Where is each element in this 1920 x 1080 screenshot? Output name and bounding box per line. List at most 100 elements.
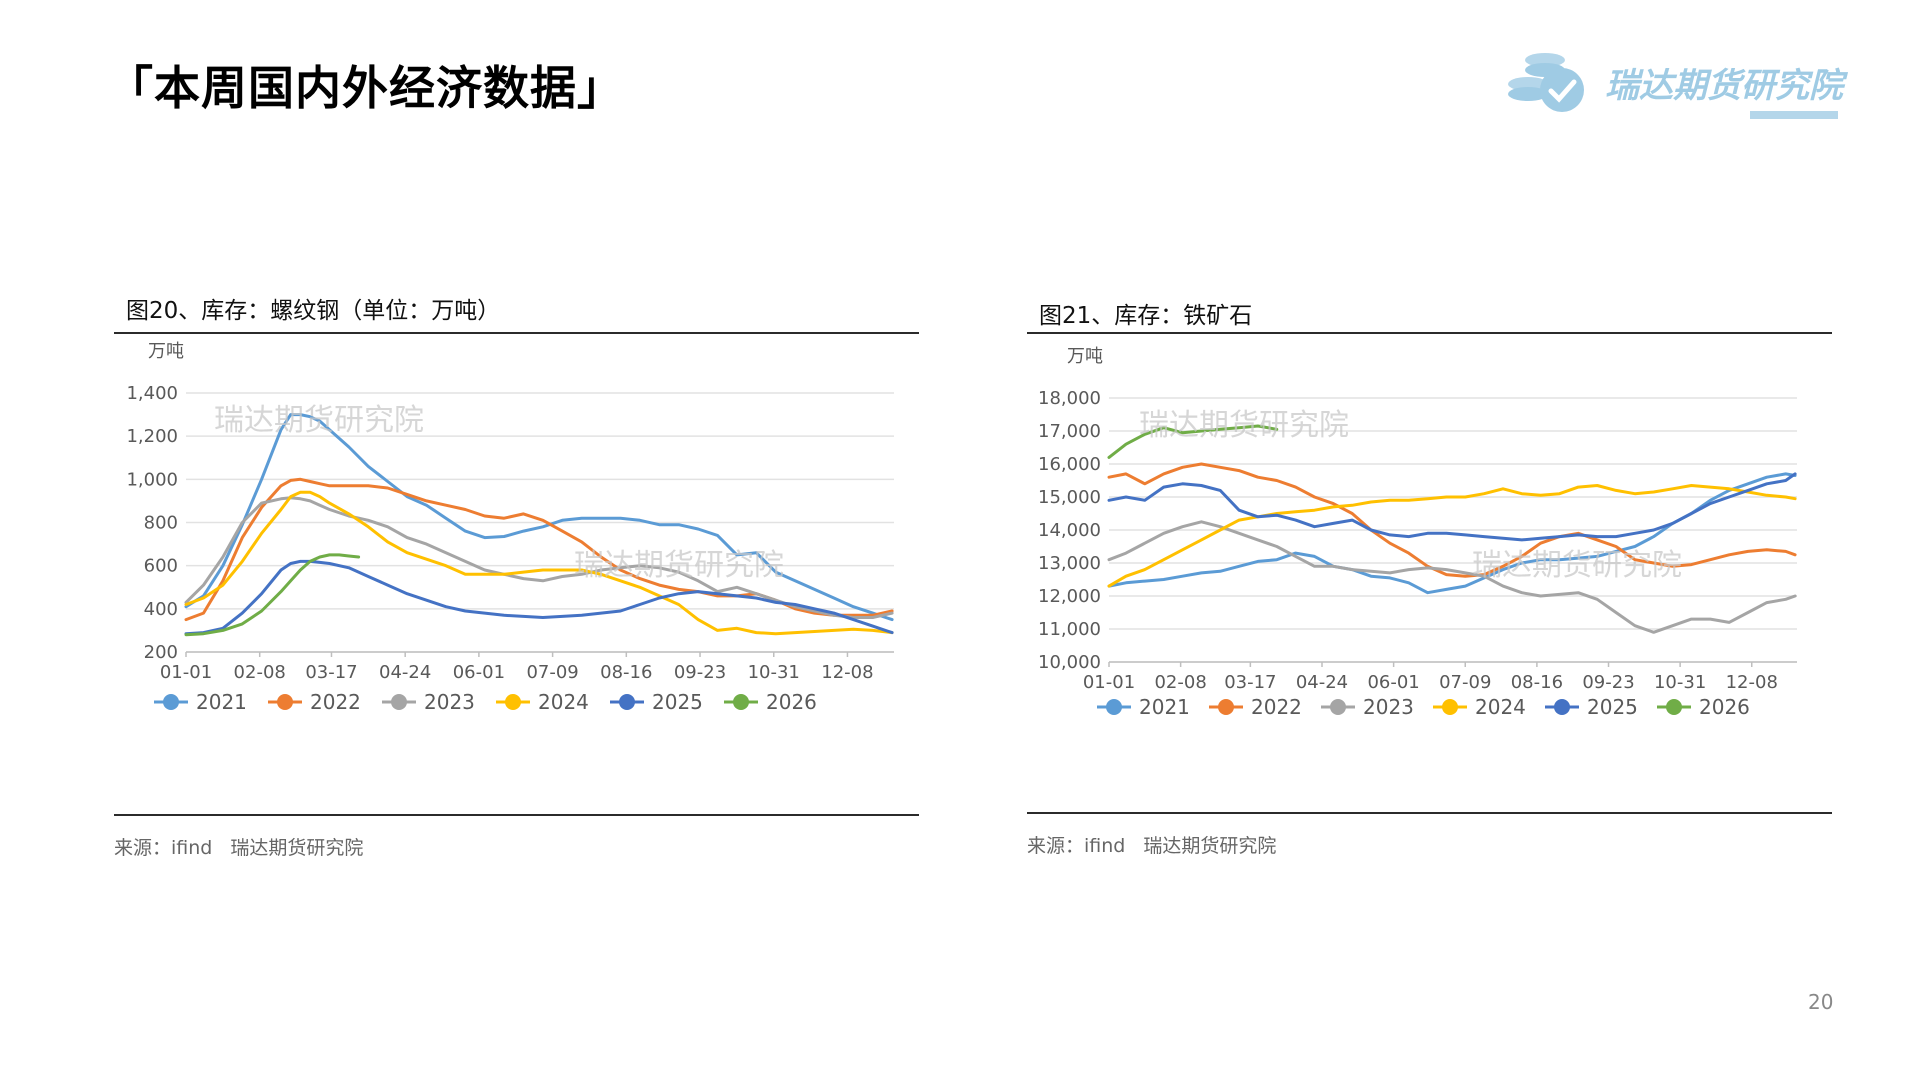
source-org: 瑞达期货研究院 — [230, 837, 364, 859]
y-tick-label: 14,000 — [1038, 520, 1101, 541]
legend-swatch-marker — [1330, 699, 1346, 715]
x-tick-label: 08-16 — [600, 662, 652, 683]
legend-swatch-marker — [1554, 699, 1570, 715]
series-line-2026 — [184, 553, 361, 637]
legend-label: 2025 — [652, 690, 703, 714]
series-line-2023 — [1107, 520, 1797, 634]
bottom-divider — [1027, 812, 1832, 814]
series-line-2022 — [1107, 462, 1797, 578]
x-tick-label: 09-23 — [674, 662, 726, 683]
y-axis-unit-label: 万吨 — [148, 341, 184, 362]
coin-stack-icon — [1508, 53, 1584, 112]
legend-item-2021: 2021 — [1097, 695, 1190, 719]
legend-swatch-marker — [733, 694, 749, 710]
bottom-divider — [114, 814, 919, 816]
series-line-2026 — [1107, 424, 1279, 459]
legend-item-2024: 2024 — [496, 690, 589, 714]
x-tick-label: 12-08 — [1726, 672, 1778, 693]
y-tick-label: 1,400 — [126, 383, 178, 404]
legend-label: 2021 — [196, 690, 247, 714]
chart-title: 图20、库存：螺纹钢（单位：万吨） — [126, 298, 501, 324]
y-tick-label: 1,000 — [126, 469, 178, 490]
source-org: 瑞达期货研究院 — [1143, 835, 1277, 857]
legend-item-2023: 2023 — [1321, 695, 1414, 719]
x-tick-label: 12-08 — [821, 662, 873, 683]
series-line-2024 — [184, 490, 894, 636]
legend-label: 2021 — [1139, 695, 1190, 719]
y-tick-label: 16,000 — [1038, 454, 1101, 475]
series-line-2022 — [184, 477, 894, 622]
legend-item-2025: 2025 — [610, 690, 703, 714]
legend-item-2022: 2022 — [268, 690, 361, 714]
y-tick-label: 1,200 — [126, 426, 178, 447]
x-tick-label: 02-08 — [1154, 672, 1206, 693]
x-tick-label: 10-31 — [1654, 672, 1706, 693]
source-label: 来源：ifind — [1027, 835, 1126, 857]
legend-swatch-marker — [505, 694, 521, 710]
logo-text: 瑞达期货研究院 — [1605, 66, 1843, 106]
x-tick-label: 02-08 — [234, 662, 286, 683]
y-tick-label: 200 — [144, 642, 178, 663]
logo-underline — [1750, 111, 1838, 119]
legend-label: 2026 — [766, 690, 817, 714]
source-line: 来源：ifind 瑞达期货研究院 — [1027, 831, 1276, 858]
series-line-2025 — [184, 559, 894, 636]
legend-swatch-marker — [1666, 699, 1682, 715]
y-tick-label: 15,000 — [1038, 487, 1101, 508]
watermark-text: 瑞达期货研究院 — [574, 548, 784, 583]
x-tick-label: 07-09 — [1439, 672, 1491, 693]
legend-label: 2024 — [538, 690, 589, 714]
rebar-inventory-chart: 万吨 200 400 600 800 1,000 1,200 1,400 01-01 02-08 0… — [126, 341, 894, 714]
title-divider — [114, 332, 919, 334]
x-tick-label: 06-01 — [1367, 672, 1419, 693]
x-tick-label: 08-16 — [1511, 672, 1563, 693]
x-tick-label: 03-17 — [1224, 672, 1276, 693]
x-tick-label: 10-31 — [748, 662, 800, 683]
legend-label: 2022 — [1251, 695, 1302, 719]
legend-label: 2022 — [310, 690, 361, 714]
legend-swatch-marker — [277, 694, 293, 710]
legend-item-2021: 2021 — [154, 690, 247, 714]
chart-title: 图21、库存：铁矿石 — [1039, 303, 1253, 329]
rebar-inventory-panel: 图20、库存：螺纹钢（单位：万吨） 万吨 200 400 600 800 1,000 1,2… — [114, 285, 919, 865]
legend-item-2026: 2026 — [1657, 695, 1750, 719]
series-line-2021 — [184, 413, 894, 622]
iron-ore-inventory-panel: 图21、库存：铁矿石 万吨 10,000 11,000 12,000 13,000 14,… — [1027, 290, 1832, 870]
watermark-text: 瑞达期货研究院 — [1139, 408, 1349, 443]
watermark-text: 瑞达期货研究院 — [1472, 548, 1682, 583]
legend-swatch-marker — [1106, 699, 1122, 715]
y-tick-label: 17,000 — [1038, 421, 1101, 442]
series-line-2023 — [184, 496, 894, 619]
y-tick-label: 10,000 — [1038, 652, 1101, 673]
x-tick-label: 07-09 — [526, 662, 578, 683]
source-label: 来源：ifind — [114, 837, 213, 859]
y-tick-label: 13,000 — [1038, 553, 1101, 574]
x-tick-label: 01-01 — [160, 662, 212, 683]
legend-label: 2026 — [1699, 695, 1750, 719]
y-tick-label: 800 — [144, 513, 178, 534]
x-tick-label: 09-23 — [1582, 672, 1634, 693]
x-tick-label: 04-24 — [379, 662, 431, 683]
legend-item-2026: 2026 — [724, 690, 817, 714]
legend-swatch-marker — [391, 694, 407, 710]
series-line-2024 — [1107, 484, 1797, 588]
legend-item-2024: 2024 — [1433, 695, 1526, 719]
legend-item-2025: 2025 — [1545, 695, 1638, 719]
legend-item-2022: 2022 — [1209, 695, 1302, 719]
legend-swatch-marker — [163, 694, 179, 710]
y-axis-unit-label: 万吨 — [1067, 346, 1103, 367]
legend-label: 2024 — [1475, 695, 1526, 719]
iron-ore-inventory-chart: 万吨 10,000 11,000 12,000 13,000 14,000 15,000 16… — [1038, 346, 1797, 719]
legend-label: 2023 — [1363, 695, 1414, 719]
legend-item-2023: 2023 — [382, 690, 475, 714]
page-title: 「本周国内外经济数据」 — [107, 61, 624, 115]
y-tick-label: 400 — [144, 599, 178, 620]
series-line-2025 — [1107, 472, 1797, 542]
x-tick-label: 04-24 — [1296, 672, 1348, 693]
title-divider — [1027, 332, 1832, 334]
watermark-text: 瑞达期货研究院 — [214, 403, 424, 438]
company-logo: 瑞达期货研究院 — [1500, 36, 1843, 126]
y-tick-label: 11,000 — [1038, 619, 1101, 640]
source-line: 来源：ifind 瑞达期货研究院 — [114, 833, 363, 860]
legend-swatch-marker — [1442, 699, 1458, 715]
